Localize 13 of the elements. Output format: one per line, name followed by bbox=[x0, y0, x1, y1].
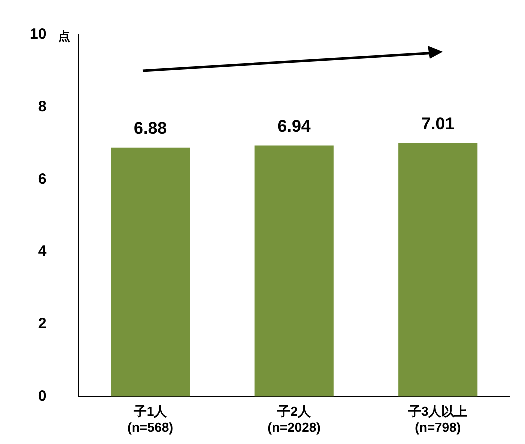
x-tick-label: 子1人 (n=568) bbox=[128, 404, 174, 435]
y-tick-label: 0 bbox=[38, 388, 47, 405]
y-tick-label: 10 bbox=[30, 26, 47, 44]
y-axis-title: 点 bbox=[58, 29, 71, 44]
y-tick-label: 4 bbox=[38, 243, 48, 260]
y-tick-label: 2 bbox=[38, 316, 47, 333]
data-label: 6.94 bbox=[278, 116, 312, 136]
data-label: 7.01 bbox=[422, 114, 455, 134]
y-tick-label: 8 bbox=[38, 98, 47, 116]
data-label: 6.88 bbox=[134, 119, 168, 138]
y-tick-label: 6 bbox=[38, 170, 47, 188]
x-tick-label: 子3人以上 (n=798) bbox=[407, 404, 468, 435]
x-tick-label: 子2人 (n=2028) bbox=[268, 404, 321, 435]
